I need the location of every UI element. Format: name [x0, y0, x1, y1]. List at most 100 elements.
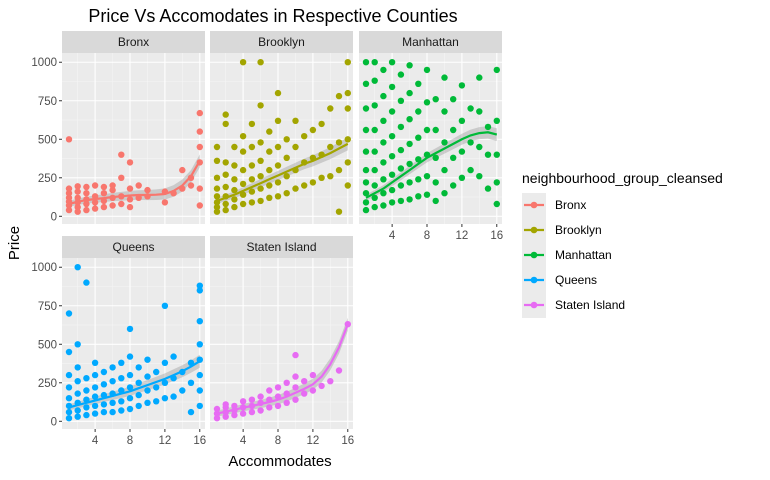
data-point — [415, 193, 422, 200]
data-point — [380, 159, 387, 166]
data-point — [74, 203, 81, 211]
data-point — [74, 341, 81, 348]
data-point — [309, 126, 317, 134]
data-point — [388, 108, 396, 115]
data-point — [196, 371, 203, 379]
data-point — [100, 381, 108, 388]
data-point — [266, 182, 273, 189]
data-point — [362, 105, 370, 112]
data-point — [222, 120, 229, 128]
data-point — [239, 133, 247, 140]
data-point — [380, 190, 387, 197]
data-point — [91, 410, 99, 417]
data-point — [283, 399, 290, 406]
y-tick-label: 1000 — [31, 262, 57, 274]
data-point — [467, 139, 474, 146]
data-point — [493, 200, 500, 208]
data-point — [266, 166, 273, 174]
data-point — [432, 126, 439, 134]
data-point — [213, 415, 221, 422]
data-point — [266, 128, 273, 135]
data-point — [170, 353, 177, 360]
data-point — [231, 176, 238, 183]
data-point — [100, 408, 108, 416]
data-point — [493, 151, 500, 158]
data-point — [458, 117, 466, 125]
data-point — [274, 162, 282, 169]
data-point — [248, 199, 256, 206]
data-point — [397, 165, 405, 172]
panel-background — [210, 258, 353, 429]
data-point — [274, 117, 282, 125]
legend-key-point — [530, 226, 538, 234]
data-point — [109, 202, 116, 209]
data-point — [83, 411, 90, 419]
data-point — [65, 384, 73, 391]
data-point — [388, 199, 396, 206]
data-point — [301, 378, 308, 385]
data-point — [161, 379, 169, 386]
data-point — [161, 395, 169, 402]
data-point — [213, 405, 221, 413]
x-tick-label: 16 — [490, 230, 503, 242]
trend-line — [365, 131, 498, 199]
data-point — [476, 108, 483, 115]
y-tick-label: 500 — [38, 339, 57, 351]
data-point — [153, 384, 160, 391]
data-point — [292, 143, 299, 151]
data-point — [74, 264, 81, 271]
data-point — [83, 206, 90, 214]
data-point — [441, 108, 448, 115]
legend-key-point — [530, 276, 538, 284]
data-point — [362, 190, 370, 197]
x-tick-label: 4 — [389, 230, 396, 242]
data-point — [380, 117, 387, 125]
data-point — [83, 375, 90, 382]
facet-strip-label: Bronx — [118, 35, 149, 49]
data-point — [213, 185, 221, 192]
data-point — [266, 404, 273, 411]
data-point — [274, 143, 282, 151]
data-point — [441, 139, 448, 146]
data-point — [74, 183, 81, 190]
data-point — [371, 182, 378, 189]
data-point — [371, 194, 378, 201]
data-point — [239, 180, 247, 188]
data-point — [196, 402, 203, 410]
legend-title: neighbourhood_group_cleansed — [522, 170, 723, 186]
data-point — [74, 390, 81, 397]
data-point — [292, 384, 299, 391]
data-point — [65, 194, 73, 201]
legend-item-label: Manhattan — [555, 248, 612, 262]
data-point — [126, 185, 134, 192]
data-point — [283, 136, 290, 143]
data-point — [335, 92, 343, 100]
data-point — [406, 160, 413, 168]
data-point — [371, 203, 378, 211]
data-point — [196, 128, 203, 135]
data-point — [239, 166, 247, 174]
data-point — [248, 120, 256, 128]
facet-strip-label: Brooklyn — [258, 35, 305, 49]
data-point — [91, 384, 99, 391]
data-point — [309, 371, 317, 379]
data-point — [397, 146, 405, 154]
data-point — [135, 402, 142, 410]
data-point — [118, 174, 125, 181]
data-point — [161, 359, 169, 366]
data-point — [196, 202, 203, 209]
data-point — [362, 126, 370, 134]
data-point — [283, 173, 290, 180]
chart-title: Price Vs Accomodates in Respective Count… — [88, 6, 457, 26]
y-tick-label: 500 — [38, 134, 57, 146]
data-point — [371, 148, 378, 155]
trend-line — [216, 323, 349, 415]
data-point — [231, 203, 238, 211]
y-tick-label: 0 — [51, 211, 57, 223]
data-point — [109, 364, 116, 371]
data-point — [484, 151, 492, 158]
data-point — [362, 199, 370, 206]
data-point — [257, 139, 264, 146]
data-point — [476, 143, 483, 151]
